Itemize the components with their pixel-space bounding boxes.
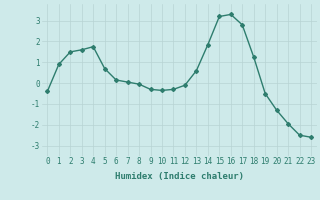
X-axis label: Humidex (Indice chaleur): Humidex (Indice chaleur) — [115, 172, 244, 181]
